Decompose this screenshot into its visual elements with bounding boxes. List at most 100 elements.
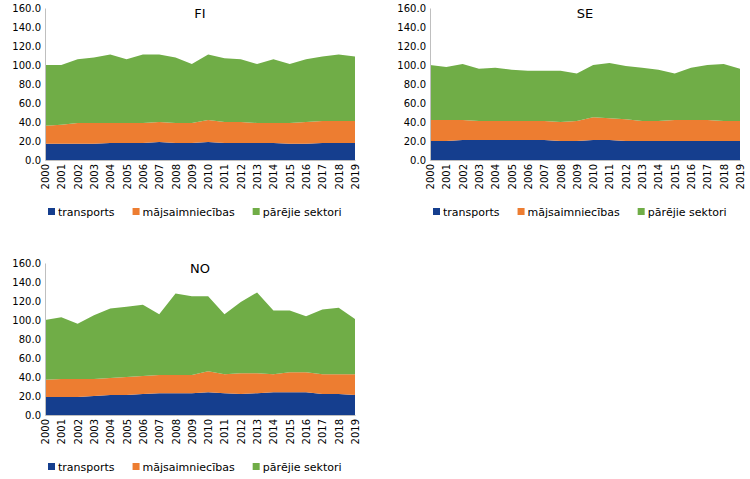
x-tick: 2009 [572, 160, 583, 189]
y-tick: 80.0 [19, 334, 45, 345]
area [45, 120, 355, 144]
y-tick-label: 40.0 [19, 117, 41, 128]
y-tick-label: 40.0 [404, 117, 426, 128]
x-tick: 2010 [588, 160, 599, 189]
x-tick: 2012 [236, 160, 247, 189]
legend-swatch [253, 463, 260, 470]
legend-item: transports [48, 461, 115, 474]
x-tick-label: 2009 [572, 164, 583, 189]
x-tick-label: 2012 [236, 164, 247, 189]
x-tick-label: 2019 [735, 164, 746, 189]
y-axis-line [430, 9, 431, 161]
x-tick-label: 2000 [40, 419, 51, 444]
x-tick: 2014 [268, 160, 279, 189]
y-tick: 40.0 [19, 117, 45, 128]
x-tick: 2002 [458, 160, 469, 189]
legend-label: mājsaimniecības [143, 206, 235, 219]
x-tick-label: 2006 [138, 164, 149, 189]
y-tick-label: 100.0 [12, 60, 41, 71]
x-tick-label: 2017 [317, 419, 328, 444]
legend-item: transports [433, 206, 500, 219]
area [45, 142, 355, 160]
area [45, 292, 355, 379]
x-tick-label: 2015 [285, 419, 296, 444]
x-tick: 2010 [203, 160, 214, 189]
y-tick-label: 0.0 [25, 410, 41, 421]
legend-label: pārējie sektori [263, 206, 342, 219]
y-tick-label: 120.0 [397, 41, 426, 52]
y-tick: 120.0 [397, 41, 430, 52]
x-tick-label: 2017 [317, 164, 328, 189]
x-tick-label: 2002 [73, 419, 84, 444]
x-tick-label: 2008 [171, 419, 182, 444]
x-tick: 2017 [702, 160, 713, 189]
x-tick: 2008 [171, 160, 182, 189]
x-tick: 2011 [604, 160, 615, 189]
x-tick: 2014 [268, 415, 279, 444]
x-tick: 2001 [441, 160, 452, 189]
x-tick-label: 2005 [507, 164, 518, 189]
x-tick: 2000 [40, 160, 51, 189]
y-tick-label: 80.0 [19, 334, 41, 345]
x-tick: 2002 [73, 415, 84, 444]
x-tick: 2004 [490, 160, 501, 189]
y-tick-label: 60.0 [19, 98, 41, 109]
x-tick-label: 2010 [588, 164, 599, 189]
x-tick-label: 2006 [138, 419, 149, 444]
y-axis: 0.020.040.060.080.0100.0120.0140.0160.0 [12, 3, 45, 166]
y-tick-label: 140.0 [397, 22, 426, 33]
x-tick-label: 2013 [637, 164, 648, 189]
y-tick-label: 120.0 [12, 296, 41, 307]
x-tick-label: 2002 [458, 164, 469, 189]
legend-item: pārējie sektori [253, 206, 342, 219]
x-tick: 2019 [735, 160, 746, 189]
x-tick-label: 2005 [122, 419, 133, 444]
legend-swatch [433, 208, 440, 215]
x-tick: 2011 [219, 160, 230, 189]
plot-area [430, 63, 740, 160]
area [430, 63, 740, 122]
x-tick: 2014 [653, 160, 664, 189]
y-tick-label: 120.0 [12, 41, 41, 52]
y-tick: 120.0 [12, 296, 45, 307]
x-tick: 2006 [138, 415, 149, 444]
y-tick: 140.0 [12, 22, 45, 33]
y-tick: 20.0 [19, 391, 45, 402]
x-tick-label: 2001 [56, 419, 67, 444]
y-tick-label: 100.0 [397, 60, 426, 71]
y-tick: 140.0 [12, 277, 45, 288]
x-tick: 2006 [523, 160, 534, 189]
legend-label: transports [58, 461, 115, 474]
x-tick-label: 2016 [301, 419, 312, 444]
x-tick-label: 2012 [621, 164, 632, 189]
x-axis: 2000200120022003200420052006200720082009… [425, 160, 746, 189]
legend-label: pārējie sektori [263, 461, 342, 474]
x-tick: 2007 [154, 160, 165, 189]
y-tick-label: 80.0 [19, 79, 41, 90]
x-axis-line [46, 415, 356, 416]
x-tick-label: 2013 [252, 164, 263, 189]
y-tick-label: 20.0 [19, 391, 41, 402]
y-tick-label: 160.0 [12, 3, 41, 14]
x-tick: 2016 [301, 160, 312, 189]
x-tick-label: 2000 [425, 164, 436, 189]
figure: 0.0 20.0 40.0 60.0 80.0 100.0 120.0 140.0 160.0 2… [0, 0, 750, 479]
y-tick: 20.0 [19, 136, 45, 147]
legend-label: transports [443, 206, 500, 219]
y-tick: 100.0 [12, 60, 45, 71]
x-tick-label: 2018 [334, 419, 345, 444]
y-tick-label: 100.0 [12, 315, 41, 326]
y-tick: 140.0 [397, 22, 430, 33]
x-tick-label: 2003 [89, 419, 100, 444]
x-tick-label: 2000 [40, 164, 51, 189]
x-tick-label: 2019 [350, 419, 361, 444]
x-tick: 2013 [637, 160, 648, 189]
x-tick-label: 2018 [719, 164, 730, 189]
legend-label: transports [58, 206, 115, 219]
y-tick-label: 60.0 [404, 98, 426, 109]
x-tick: 2003 [474, 160, 485, 189]
x-tick-label: 2012 [236, 419, 247, 444]
x-tick-label: 2001 [56, 164, 67, 189]
x-axis-line [431, 160, 741, 161]
legend-label: mājsaimniecības [528, 206, 620, 219]
